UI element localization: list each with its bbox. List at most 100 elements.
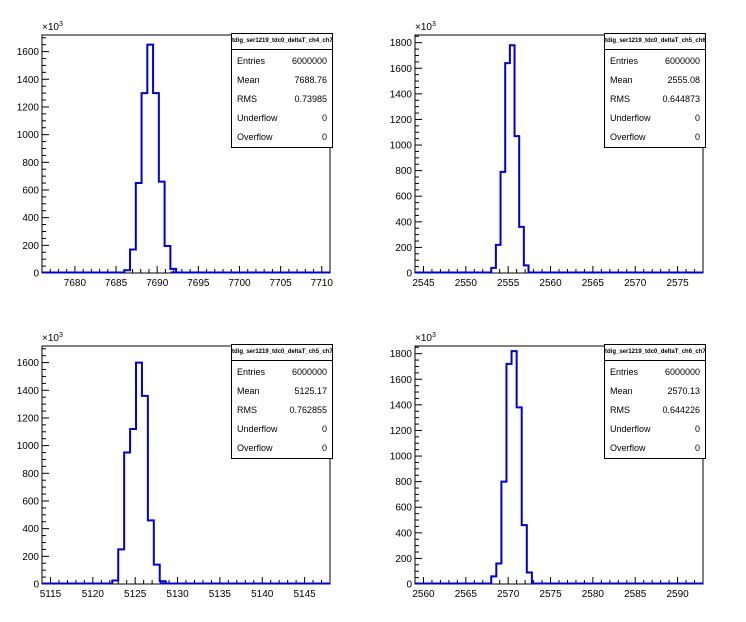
y-tick-label: 600 [22,496,39,507]
y-tick-label: 200 [22,241,39,252]
stats-box-3: tdig_ser1219_tdc0_deltaT_ch5_ch7 Entries… [231,344,333,459]
stats-row-rms-2: RMS 0.644873 [610,94,700,104]
x-tick-label: 2550 [455,278,478,289]
stats-row-mean-4: Mean 2570.13 [610,386,700,396]
x-tick-label: 2580 [582,589,605,600]
y-tick-label: 800 [395,166,412,177]
x-tick-label: 5145 [293,589,316,600]
stats-row-mean-3: Mean 5125.17 [237,386,327,396]
stats-row-underflow-1: Underflow 0 [237,113,327,123]
y-tick-label: 1200 [17,102,40,113]
y-tick-label: 1000 [390,452,413,463]
x-tick-label: 7685 [105,278,128,289]
stats-row-mean-2: Mean 2555.08 [610,75,700,85]
histogram-plot-3: 0 200 400 600 800 1000 1200 1400 1600 5115 5120 512… [17,332,331,600]
y-tick-label: 800 [22,469,39,480]
x-tick-label: 2545 [412,278,435,289]
y-tick-label: 200 [395,243,412,254]
y-tick-label: 1200 [17,413,40,424]
y-tick-label: 400 [22,524,39,535]
x-tick-label: 5115 [40,589,62,600]
stats-row-entries-2: Entries 6000000 [610,56,700,66]
x-tick-label: 2555 [497,278,520,289]
y-tick-label: 1400 [390,89,413,100]
stats-row-underflow-3: Underflow 0 [237,424,327,434]
x-tick-label: 2575 [539,589,562,600]
x-tick-label: 7705 [270,278,293,289]
stats-row-entries-4: Entries 6000000 [610,367,700,377]
y-tick-label: 1200 [390,115,413,126]
y-tick-label: 1600 [17,47,40,58]
y-exponent-label: ×103 [42,21,63,33]
y-tick-label: 0 [406,269,412,280]
y-tick-label: 1400 [390,400,413,411]
histogram-line [490,44,530,273]
stats-row-rms-3: RMS 0.762855 [237,405,327,415]
stats-row-rms-1: RMS 0.73985 [237,94,327,104]
y-tick-label: 1800 [390,349,413,360]
stats-title-3: tdig_ser1219_tdc0_deltaT_ch5_ch7 [232,345,332,361]
stats-box-1: tdig_ser1219_tdc0_deltaT_ch4_ch7 Entries… [231,33,333,148]
x-tick-label: 5140 [251,589,274,600]
y-tick-label: 600 [395,503,412,514]
histogram-line [123,43,178,273]
x-tick-label: 5125 [124,589,147,600]
stats-title-4: tdig_ser1219_tdc0_deltaT_ch6_ch7 [605,345,705,361]
histogram-plot-2: 0 200 400 600 800 1000 1200 1400 1600 1800 2545 255… [390,21,704,289]
y-tick-label: 0 [406,580,412,591]
stats-row-overflow-4: Overflow 0 [610,443,700,453]
y-tick-label: 1000 [17,130,40,141]
y-tick-label: 1800 [390,38,413,49]
x-tick-label: 2585 [624,589,647,600]
x-tick-label: 2570 [497,589,520,600]
y-tick-label: 600 [22,185,39,196]
x-tick-label: 2575 [666,278,689,289]
stats-row-overflow-1: Overflow 0 [237,132,327,142]
stats-row-rms-4: RMS 0.644226 [610,405,700,415]
histogram-line [490,350,533,584]
x-tick-label: 2570 [624,278,647,289]
x-tick-label: 7680 [64,278,87,289]
histogram-line [111,361,167,584]
stats-title-2: tdig_ser1219_tdc0_deltaT_ch5_ch6 [605,34,705,50]
histogram-pad-4: 0 200 400 600 800 1000 1200 1400 1600 1800 2560 256… [373,311,746,622]
y-tick-label: 1600 [17,358,40,369]
x-tick-label: 5135 [209,589,232,600]
x-tick-label: 2590 [666,589,689,600]
x-tick-label: 2560 [539,278,562,289]
stats-box-4: tdig_ser1219_tdc0_deltaT_ch6_ch7 Entries… [604,344,706,459]
y-tick-label: 400 [395,528,412,539]
x-tick-label: 2565 [582,278,605,289]
stats-row-entries-1: Entries 6000000 [237,56,327,66]
y-tick-label: 1400 [17,75,40,86]
stats-row-overflow-2: Overflow 0 [610,132,700,142]
y-exponent-label: ×103 [42,332,63,344]
y-tick-label: 400 [22,213,39,224]
stats-row-entries-3: Entries 6000000 [237,367,327,377]
histogram-pad-1: 0 200 400 600 800 1000 1200 1400 1600 7680 7685 769… [0,0,373,311]
stats-row-underflow-2: Underflow 0 [610,113,700,123]
y-exponent-label: ×103 [415,21,436,33]
histogram-plot-4: 0 200 400 600 800 1000 1200 1400 1600 1800 2560 256… [390,332,704,600]
y-tick-label: 200 [395,554,412,565]
y-tick-label: 1000 [17,441,40,452]
stats-box-2: tdig_ser1219_tdc0_deltaT_ch5_ch6 Entries… [604,33,706,148]
y-tick-label: 1000 [390,141,413,152]
y-tick-label: 200 [22,552,39,563]
stats-row-underflow-4: Underflow 0 [610,424,700,434]
histogram-pad-3: 0 200 400 600 800 1000 1200 1400 1600 5115 5120 512… [0,311,373,622]
histogram-pad-2: 0 200 400 600 800 1000 1200 1400 1600 1800 2545 255… [373,0,746,311]
x-tick-label: 7710 [311,278,334,289]
x-tick-label: 7700 [228,278,251,289]
y-tick-label: 800 [395,477,412,488]
histogram-plot-1: 0 200 400 600 800 1000 1200 1400 1600 7680 7685 769… [17,21,334,289]
y-tick-label: 600 [395,192,412,203]
y-tick-label: 800 [22,158,39,169]
stats-row-overflow-3: Overflow 0 [237,443,327,453]
stats-title-1: tdig_ser1219_tdc0_deltaT_ch4_ch7 [232,34,332,50]
y-tick-label: 1600 [390,64,413,75]
x-tick-label: 2565 [455,589,478,600]
x-tick-label: 5130 [166,589,189,600]
y-tick-label: 0 [33,580,39,591]
y-tick-label: 400 [395,217,412,228]
